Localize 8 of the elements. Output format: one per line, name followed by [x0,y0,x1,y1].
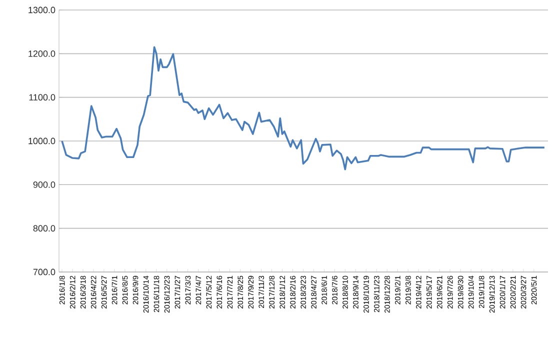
y-tick-label: 1000.0 [28,138,56,144]
line-series [61,46,546,170]
y-tick-label: 1100.0 [29,94,56,101]
y-tick-label: 800.0 [33,225,56,232]
y-tick-label: 900.0 [33,181,56,188]
y-tick-label: 700.0 [33,268,56,276]
y-tick-label: 1300.0 [28,6,56,14]
y-tick-label: 1200.0 [28,50,56,57]
